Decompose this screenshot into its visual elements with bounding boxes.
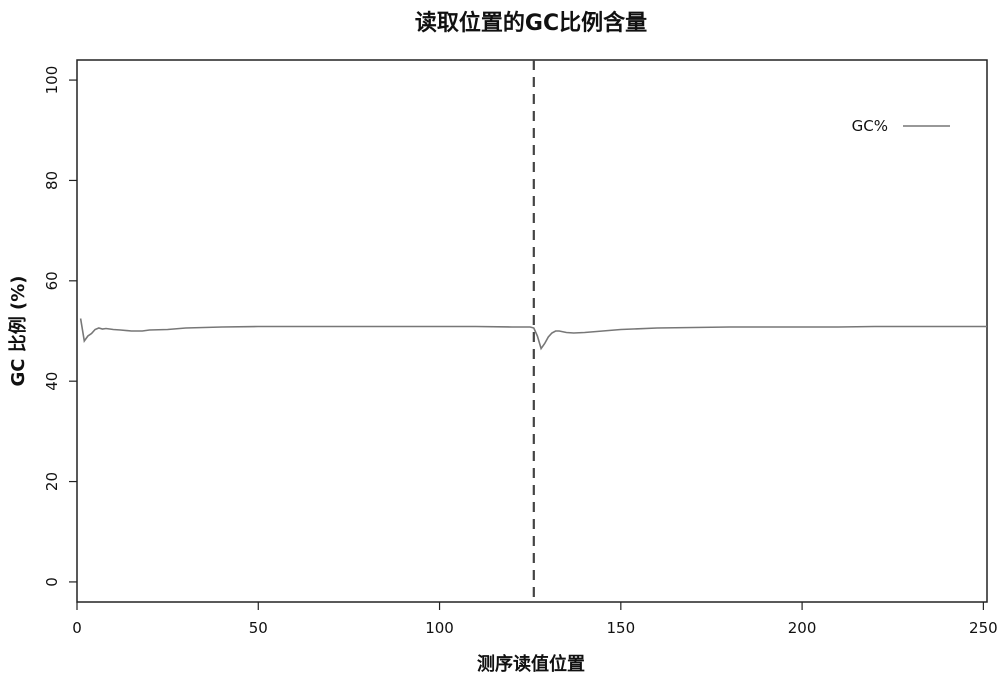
chart-title: 读取位置的GC比例含量: [415, 10, 647, 36]
legend: GC%: [852, 117, 950, 135]
x-axis-label: 测序读值位置: [477, 653, 585, 675]
y-axis: 0 20 40 60 80 100: [43, 66, 77, 587]
y-tick-label: 60: [43, 271, 61, 290]
y-axis-label: GC 比例 (%): [7, 275, 29, 386]
plot-frame: [76, 59, 988, 603]
x-tick-label: 200: [788, 619, 817, 637]
x-tick-label: 50: [249, 619, 268, 637]
y-tick-label: 20: [43, 472, 61, 491]
y-tick-label: 40: [43, 372, 61, 391]
x-tick-label: 100: [425, 619, 454, 637]
y-tick-label: 100: [43, 66, 61, 95]
y-tick-label: 80: [43, 171, 61, 190]
x-axis: 0 50 100 150 200 250: [72, 602, 998, 637]
legend-entry-gc-percent: GC%: [852, 117, 888, 135]
x-tick-label: 150: [607, 619, 636, 637]
x-tick-label: 0: [72, 619, 82, 637]
y-tick-label: 0: [43, 577, 61, 587]
gc-percent-line: [79, 318, 987, 351]
x-tick-label: 250: [969, 619, 998, 637]
